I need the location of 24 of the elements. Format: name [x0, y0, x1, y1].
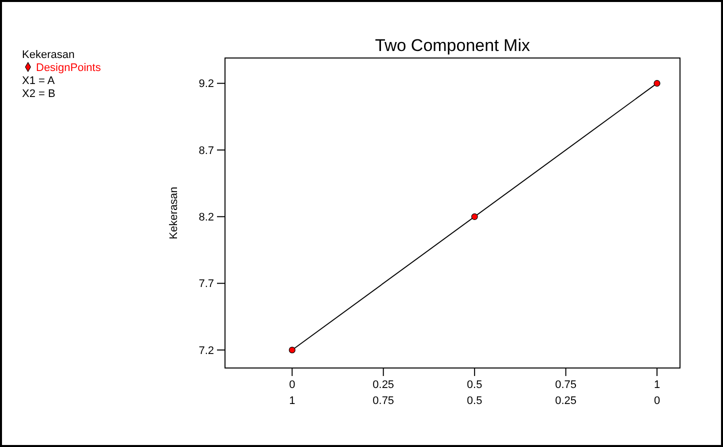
y-axis-title: Kekerasan [168, 186, 180, 240]
text: X2 = B [22, 88, 56, 100]
x2-tick-label: 0.75 [372, 395, 394, 407]
x2-tick-label: 0 [654, 395, 660, 407]
legend-title: Kekerasan [22, 49, 75, 61]
y-tick-label: 7.7 [198, 278, 214, 290]
text: X1 = A [22, 75, 56, 87]
point [654, 80, 660, 87]
x-tick-label: 0.5 [466, 379, 482, 391]
x2-tick-label: 0.25 [555, 395, 577, 407]
point [471, 213, 478, 220]
x-tick-label: 0 [289, 379, 296, 391]
x-tick-label: 0.75 [555, 379, 577, 391]
x2-tick-label: 1 [289, 395, 296, 407]
x2-tick-label: 0.5 [466, 395, 482, 407]
y-tick-label: 8.7 [198, 144, 214, 157]
y-tick-label: 8.2 [198, 212, 214, 224]
point [288, 346, 296, 354]
chart-title: Two Component Mix [375, 36, 530, 55]
x-tick-label: 0.25 [372, 379, 394, 391]
x-tick-label: 1 [654, 379, 660, 391]
y-tick-label: 9.2 [198, 78, 214, 90]
y-tick-label: 7.2 [198, 344, 214, 357]
legend-label: DesignPoints [36, 62, 102, 74]
